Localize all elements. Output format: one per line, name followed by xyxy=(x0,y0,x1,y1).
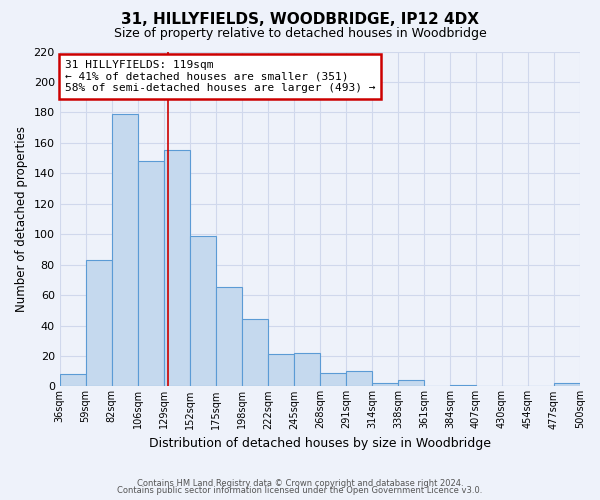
Bar xyxy=(398,380,424,386)
X-axis label: Distribution of detached houses by size in Woodbridge: Distribution of detached houses by size … xyxy=(149,437,491,450)
Y-axis label: Number of detached properties: Number of detached properties xyxy=(15,126,28,312)
Bar xyxy=(59,374,86,386)
Bar xyxy=(112,114,138,386)
Bar xyxy=(450,385,476,386)
Bar xyxy=(164,150,190,386)
Text: Contains public sector information licensed under the Open Government Licence v3: Contains public sector information licen… xyxy=(118,486,482,495)
Bar xyxy=(346,371,372,386)
Bar xyxy=(320,372,346,386)
Bar xyxy=(372,384,398,386)
Text: 31 HILLYFIELDS: 119sqm
← 41% of detached houses are smaller (351)
58% of semi-de: 31 HILLYFIELDS: 119sqm ← 41% of detached… xyxy=(65,60,376,93)
Bar xyxy=(554,384,580,386)
Text: 31, HILLYFIELDS, WOODBRIDGE, IP12 4DX: 31, HILLYFIELDS, WOODBRIDGE, IP12 4DX xyxy=(121,12,479,28)
Bar xyxy=(216,288,242,386)
Bar xyxy=(268,354,294,386)
Bar xyxy=(294,353,320,386)
Bar xyxy=(138,161,164,386)
Text: Contains HM Land Registry data © Crown copyright and database right 2024.: Contains HM Land Registry data © Crown c… xyxy=(137,478,463,488)
Bar xyxy=(190,236,216,386)
Bar xyxy=(86,260,112,386)
Text: Size of property relative to detached houses in Woodbridge: Size of property relative to detached ho… xyxy=(113,28,487,40)
Bar xyxy=(242,320,268,386)
